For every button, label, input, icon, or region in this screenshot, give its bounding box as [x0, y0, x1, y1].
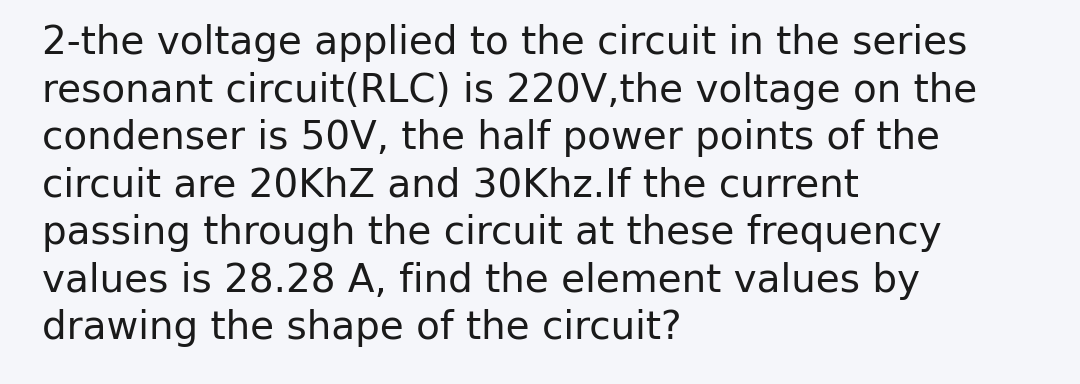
- Text: condenser is 50V, the half power points of the: condenser is 50V, the half power points …: [42, 119, 940, 157]
- Text: values is 28.28 A, find the element values by: values is 28.28 A, find the element valu…: [42, 262, 920, 300]
- Text: 2-the voltage applied to the circuit in the series: 2-the voltage applied to the circuit in …: [42, 24, 968, 62]
- Text: passing through the circuit at these frequency: passing through the circuit at these fre…: [42, 214, 942, 252]
- Text: drawing the shape of the circuit?: drawing the shape of the circuit?: [42, 309, 681, 347]
- Text: circuit are 20KhZ and 30Khz.If the current: circuit are 20KhZ and 30Khz.If the curre…: [42, 167, 859, 205]
- Text: resonant circuit(RLC) is 220V,the voltage on the: resonant circuit(RLC) is 220V,the voltag…: [42, 71, 977, 109]
